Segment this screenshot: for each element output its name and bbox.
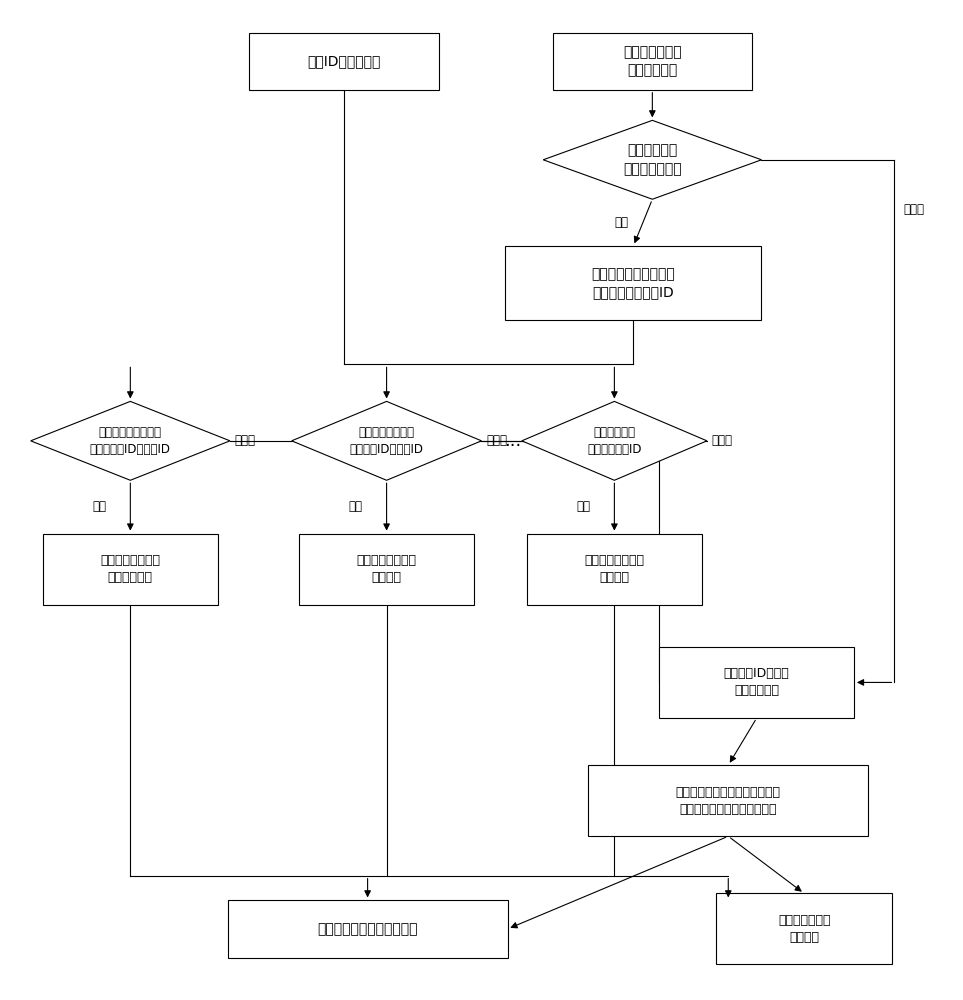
Polygon shape — [292, 401, 482, 480]
Text: 矩形、多边形等
范围查询请求: 矩形、多边形等 范围查询请求 — [623, 45, 682, 77]
FancyBboxPatch shape — [527, 534, 702, 605]
Text: 获取数据存储到
各缓存池: 获取数据存储到 各缓存池 — [778, 914, 830, 944]
FancyBboxPatch shape — [227, 900, 508, 958]
Text: 命中: 命中 — [349, 500, 363, 513]
Polygon shape — [522, 401, 707, 480]
Text: 将命中的纹理数据
直接返回: 将命中的纹理数据 直接返回 — [356, 554, 417, 584]
Text: 命中: 命中 — [92, 500, 107, 513]
Text: 将命中的独立模型
数据直接返回: 将命中的独立模型 数据直接返回 — [100, 554, 160, 584]
FancyBboxPatch shape — [299, 534, 475, 605]
Text: 该范围在空间
索引中是否存在: 该范围在空间 索引中是否存在 — [623, 144, 682, 176]
Polygon shape — [543, 120, 762, 199]
Text: 未命中: 未命中 — [712, 434, 733, 447]
Text: 纹理缓存池中查找
所需要素ID的纹理ID: 纹理缓存池中查找 所需要素ID的纹理ID — [350, 426, 424, 456]
Text: 在索引中找到该范围符
合要求的要素对象ID: 在索引中找到该范围符 合要求的要素对象ID — [591, 267, 675, 299]
Text: 未命中的ID放在查
找任务队列中: 未命中的ID放在查 找任务队列中 — [724, 667, 790, 697]
Polygon shape — [31, 401, 230, 480]
Text: 要素ID集查询请求: 要素ID集查询请求 — [307, 54, 380, 68]
FancyBboxPatch shape — [249, 33, 439, 90]
Text: 命中: 命中 — [577, 500, 590, 513]
FancyBboxPatch shape — [660, 647, 854, 718]
Text: 未命中: 未命中 — [235, 434, 256, 447]
FancyBboxPatch shape — [553, 33, 752, 90]
Text: 查询任务发送到调度模块，从下
一级缓存或数据库中获取数据: 查询任务发送到调度模块，从下 一级缓存或数据库中获取数据 — [676, 786, 781, 816]
Text: 独立模型缓存池中查
找所需要素ID的模型ID: 独立模型缓存池中查 找所需要素ID的模型ID — [90, 426, 170, 456]
Text: 要素缓存池中
查找要素对象ID: 要素缓存池中 查找要素对象ID — [587, 426, 641, 456]
Text: 未命中: 未命中 — [486, 434, 508, 447]
Text: ...: ... — [505, 432, 521, 450]
Text: 将满足请求的数据组织返回: 将满足请求的数据组织返回 — [318, 922, 418, 936]
FancyBboxPatch shape — [588, 765, 869, 836]
FancyBboxPatch shape — [716, 893, 892, 964]
Text: 将命中的要素对象
直接返回: 将命中的要素对象 直接返回 — [585, 554, 644, 584]
FancyBboxPatch shape — [506, 246, 762, 320]
FancyBboxPatch shape — [42, 534, 219, 605]
Text: 不存在: 不存在 — [904, 203, 924, 216]
Text: 存在: 存在 — [614, 216, 629, 229]
